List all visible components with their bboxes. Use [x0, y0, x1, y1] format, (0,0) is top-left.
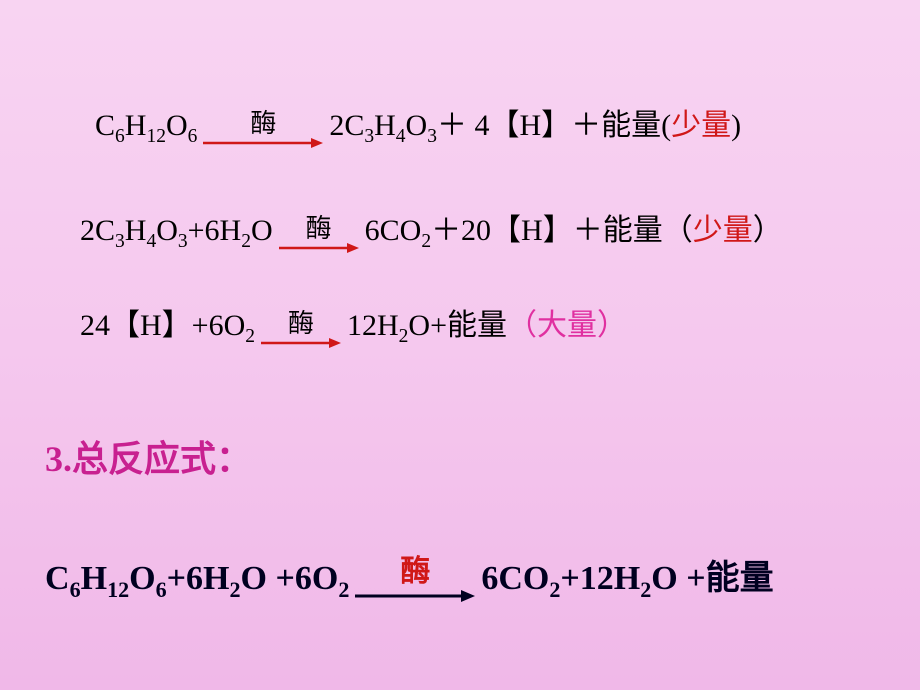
eq2-reactant: 2C3H4O3+6H2O: [80, 214, 273, 252]
eq2-product: 6CO2＋20【H】＋能量（少量）: [365, 205, 783, 252]
eq1-product: 2C3H4O3＋ 4【H】＋能量(少量): [329, 100, 741, 147]
arrow-icon: [261, 335, 341, 351]
enzyme-label: 酶: [288, 311, 314, 337]
reaction-arrow: 酶: [355, 557, 475, 605]
amount-large: （大量）: [507, 309, 627, 342]
equation-1: C6H12O6 酶 2C3H4O3＋ 4【H】＋能量(少量): [95, 100, 741, 147]
enzyme-label: 酶: [250, 111, 276, 137]
eq4-reactant: C6H12O6+6H2O +6O2: [45, 560, 349, 601]
reaction-arrow: 酶: [279, 216, 359, 256]
eq1-reactant: C6H12O6: [95, 109, 197, 147]
enzyme-label: 酶: [400, 557, 430, 587]
eq3-product: 12H2O+能量（大量）: [347, 300, 627, 347]
equation-overall: C6H12O6+6H2O +6O2 酶 6CO2+12H2O +能量: [45, 550, 774, 601]
equation-2: 2C3H4O3+6H2O 酶 6CO2＋20【H】＋能量（少量）: [80, 205, 783, 252]
enzyme-label: 酶: [306, 216, 332, 242]
amount-small: 少量: [671, 109, 731, 142]
section-title: 3.总反应式：: [45, 430, 252, 482]
arrow-icon: [203, 135, 323, 151]
arrow-icon: [355, 587, 475, 605]
eq3-reactant: 24【H】+6O2: [80, 300, 255, 347]
arrow-icon: [279, 240, 359, 256]
amount-small: 少量: [693, 214, 753, 247]
reaction-arrow: 酶: [203, 111, 323, 151]
equation-3: 24【H】+6O2 酶 12H2O+能量（大量）: [80, 300, 627, 347]
eq4-product: 6CO2+12H2O +能量: [481, 550, 773, 601]
reaction-arrow: 酶: [261, 311, 341, 351]
